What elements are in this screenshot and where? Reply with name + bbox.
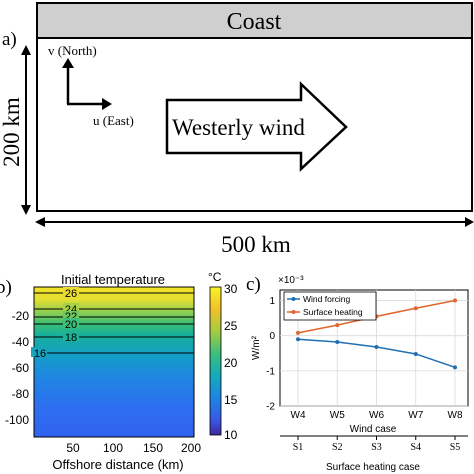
x-tick-label: W4 <box>291 410 306 421</box>
wind-case-label: Wind case <box>350 424 397 435</box>
data-point <box>296 330 300 335</box>
panel-b-label: b) <box>0 277 12 298</box>
secondary-tick-label: S5 <box>450 442 461 453</box>
axis-arrows-icon <box>62 58 112 110</box>
panel-c-ylabel: W/m² <box>251 335 262 360</box>
panel-a-label: a) <box>2 29 17 50</box>
heating-case-label: Surface heating case <box>326 462 420 473</box>
data-point <box>374 344 379 349</box>
height-dimension-arrow-icon <box>21 45 31 215</box>
coast-label: Coast <box>227 9 282 35</box>
colorbar-tick-label: 10 <box>224 428 238 442</box>
x-tick-label: 50 <box>66 441 80 455</box>
panel-b-xlabel: Offshore distance (km) <box>52 457 183 472</box>
secondary-tick-label: S2 <box>332 442 343 453</box>
contour-label: 16 <box>34 348 46 360</box>
colorbar-tick-label: 15 <box>224 393 238 407</box>
legend-heating-label: Surface heating <box>303 307 363 317</box>
legend-heating-marker <box>291 310 296 314</box>
width-label: 500 km <box>221 232 291 257</box>
data-point <box>413 351 418 356</box>
east-label: u (East) <box>93 113 134 128</box>
x-tick-label: 100 <box>103 441 123 455</box>
secondary-tick-label: S3 <box>371 442 382 453</box>
colorbar-ticks: 30 25 20 15 10 <box>224 282 238 442</box>
y-tick-label: 1 <box>269 296 275 307</box>
colorbar <box>209 286 222 436</box>
data-point <box>413 306 418 311</box>
x-tick-label: W5 <box>330 410 345 421</box>
secondary-tick-label: S4 <box>410 442 421 453</box>
y-tick-label: -1 <box>266 366 275 377</box>
panel-c-exponent: ×10⁻³ <box>278 275 304 286</box>
y-tick-label: -100 <box>5 413 29 427</box>
secondary-tick-label: S1 <box>293 442 304 453</box>
panel-b-title: Initial temperature <box>61 272 165 287</box>
y-tick-label: -60 <box>12 361 30 375</box>
colorbar-tick-label: 25 <box>224 319 238 333</box>
temperature-contours <box>34 292 194 354</box>
x-tick-label: 200 <box>181 441 201 455</box>
y-tick-label: -80 <box>12 387 30 401</box>
data-point <box>335 340 340 345</box>
height-label: 200 km <box>0 97 24 167</box>
contour-label: 20 <box>65 319 77 331</box>
data-point <box>335 323 340 328</box>
legend-wind-marker <box>291 297 296 301</box>
westerly-wind-arrow-icon <box>165 81 348 172</box>
coast-bar <box>36 2 473 39</box>
colorbar-unit: °C <box>208 270 222 284</box>
north-label: v (North) <box>48 43 97 58</box>
data-point <box>453 298 457 303</box>
colorbar-tick-label: 30 <box>224 282 238 296</box>
y-tick-label: 0 <box>269 331 275 342</box>
x-tick-label: W8 <box>448 410 463 421</box>
colorbar-tick-label: 20 <box>224 356 238 370</box>
contour-labels: 26 24 22 20 18 16 <box>31 287 79 360</box>
x-tick-label: W6 <box>369 410 384 421</box>
wind-label: Westerly wind <box>172 115 305 140</box>
panel-b-frame <box>33 286 195 438</box>
contour-label: 26 <box>65 288 77 300</box>
width-dimension-arrow-icon <box>35 217 474 227</box>
temperature-field <box>34 287 194 437</box>
x-tick-label: 150 <box>143 441 163 455</box>
y-tick-label: -40 <box>12 335 30 349</box>
legend-wind-label: Wind forcing <box>303 294 351 304</box>
secondary-x-ticks: S1 S2 S3 S4 S5 <box>293 436 461 453</box>
y-tick-label: -2 <box>266 402 275 413</box>
y-tick-label: -20 <box>12 309 30 323</box>
contour-label: 18 <box>65 332 77 344</box>
panel-c-legend: Wind forcing Surface heating <box>283 291 377 321</box>
data-point <box>453 365 457 370</box>
panel-c-plot: 1 0 -1 -2 W4 W5 W6 W7 W8 <box>266 296 463 421</box>
panel-b-y-ticks: -20 -40 -60 -80 -100 <box>5 309 29 427</box>
panel-b-x-ticks: 50 100 150 200 <box>66 441 201 455</box>
x-tick-label: W7 <box>408 410 423 421</box>
panel-c-label: c) <box>246 274 261 295</box>
data-point <box>296 337 300 342</box>
